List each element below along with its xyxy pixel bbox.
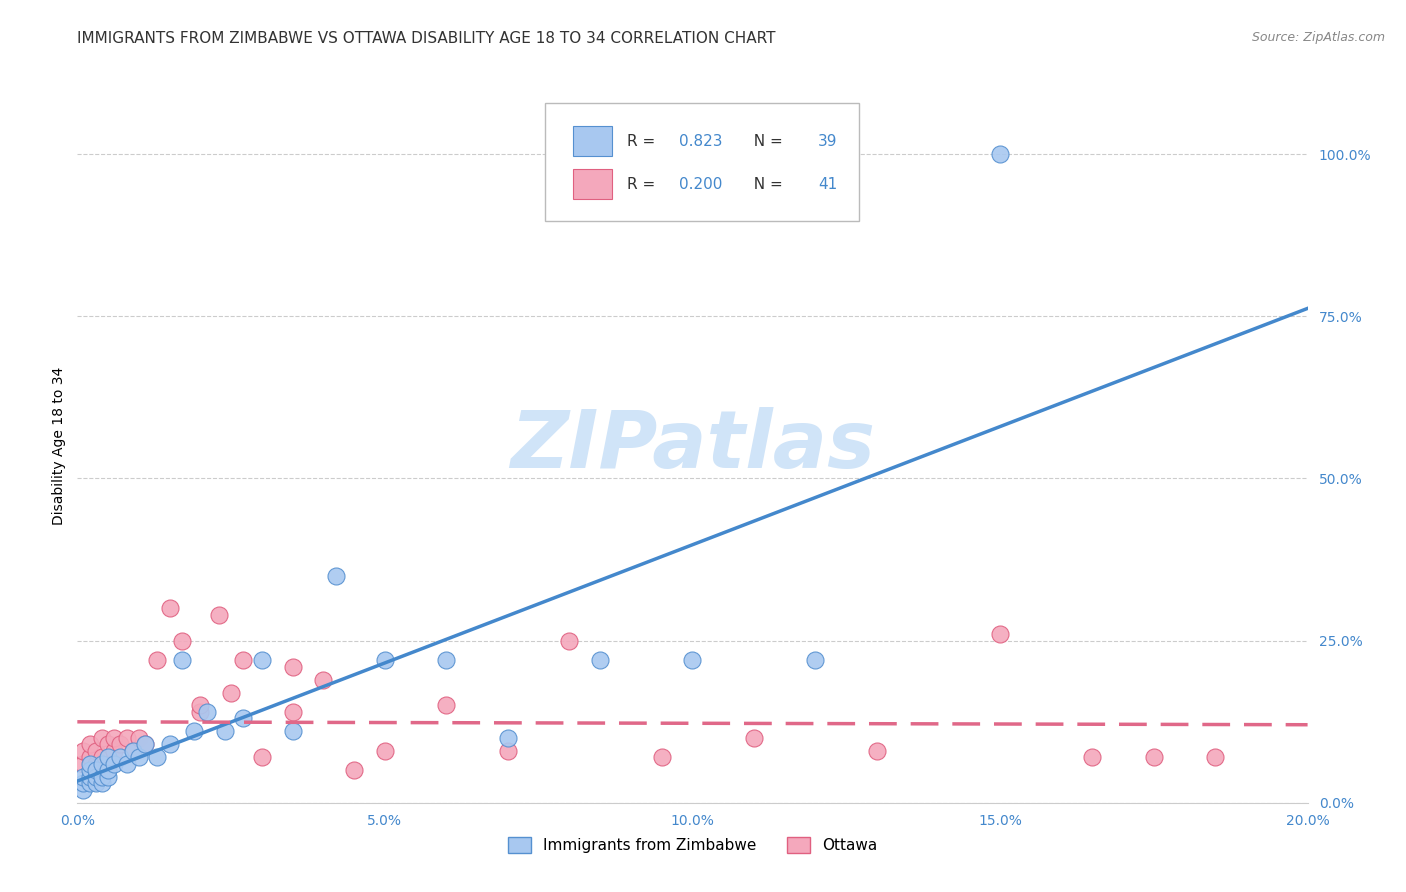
Point (374, 653, 396, 667)
Point (103, 744, 125, 758)
Text: 41: 41 (818, 177, 837, 192)
Point (232, 653, 254, 667)
Point (1081, 750, 1104, 764)
FancyBboxPatch shape (546, 103, 859, 221)
Point (128, 750, 150, 764)
Point (90, 770, 114, 784)
Text: R =: R = (627, 177, 661, 192)
Point (79, 776, 101, 790)
Point (146, 750, 169, 764)
Legend: Immigrants from Zimbabwe, Ottawa: Immigrants from Zimbabwe, Ottawa (502, 831, 883, 859)
Point (97, 750, 120, 764)
Point (232, 711, 254, 725)
Point (170, 653, 193, 667)
FancyBboxPatch shape (574, 169, 613, 199)
Point (128, 731, 150, 745)
Point (134, 738, 156, 752)
Point (72, 744, 94, 758)
Point (159, 738, 181, 752)
Point (312, 673, 335, 687)
Point (90, 731, 114, 745)
Text: 39: 39 (818, 134, 838, 149)
Point (90, 776, 114, 790)
Point (496, 731, 519, 745)
Point (589, 653, 612, 667)
Point (84, 756, 107, 771)
Point (110, 750, 132, 764)
Point (281, 705, 304, 719)
Point (496, 744, 519, 758)
Point (214, 724, 236, 739)
Point (90, 750, 114, 764)
Point (742, 731, 765, 745)
Text: N =: N = (744, 177, 787, 192)
Point (72, 756, 94, 771)
Text: ZIPatlas: ZIPatlas (510, 407, 875, 485)
Point (72, 770, 94, 784)
Text: N =: N = (744, 134, 787, 149)
Point (682, 653, 704, 667)
Point (110, 738, 132, 752)
Point (281, 659, 304, 673)
Point (250, 750, 273, 764)
Text: 0.823: 0.823 (679, 134, 723, 149)
Point (103, 731, 125, 745)
Point (84, 776, 107, 790)
Point (72, 776, 94, 790)
Point (121, 744, 143, 758)
Point (1204, 750, 1226, 764)
Point (188, 705, 212, 719)
Point (103, 756, 125, 771)
Point (651, 750, 673, 764)
Point (134, 738, 156, 752)
Point (988, 147, 1011, 161)
Point (79, 738, 101, 752)
Point (804, 653, 827, 667)
Point (84, 744, 107, 758)
Point (219, 685, 242, 699)
Point (195, 705, 218, 719)
Point (208, 607, 231, 622)
Point (79, 770, 101, 784)
Point (97, 738, 120, 752)
Point (183, 724, 205, 739)
Point (72, 782, 94, 797)
Point (97, 764, 120, 778)
Point (558, 633, 581, 648)
Point (115, 756, 138, 771)
Point (325, 568, 347, 582)
Point (97, 756, 120, 771)
Point (866, 744, 889, 758)
Point (97, 770, 120, 784)
Point (170, 633, 193, 648)
Point (84, 770, 107, 784)
Point (188, 698, 212, 713)
Point (79, 750, 101, 764)
Point (436, 653, 458, 667)
Point (84, 764, 107, 778)
Point (281, 724, 304, 739)
Text: R =: R = (627, 134, 661, 149)
Point (374, 744, 396, 758)
Point (121, 744, 143, 758)
Point (115, 731, 138, 745)
Point (988, 627, 1011, 641)
Y-axis label: Disability Age 18 to 34: Disability Age 18 to 34 (52, 367, 66, 525)
Point (1143, 750, 1166, 764)
Point (79, 756, 101, 771)
Point (79, 764, 101, 778)
Point (90, 756, 114, 771)
Text: 0.200: 0.200 (679, 177, 723, 192)
Point (146, 653, 169, 667)
Text: IMMIGRANTS FROM ZIMBABWE VS OTTAWA DISABILITY AGE 18 TO 34 CORRELATION CHART: IMMIGRANTS FROM ZIMBABWE VS OTTAWA DISAB… (77, 31, 776, 46)
Point (159, 601, 181, 615)
Point (343, 764, 366, 778)
Text: Source: ZipAtlas.com: Source: ZipAtlas.com (1251, 31, 1385, 45)
Point (250, 653, 273, 667)
FancyBboxPatch shape (574, 127, 613, 156)
Point (436, 698, 458, 713)
